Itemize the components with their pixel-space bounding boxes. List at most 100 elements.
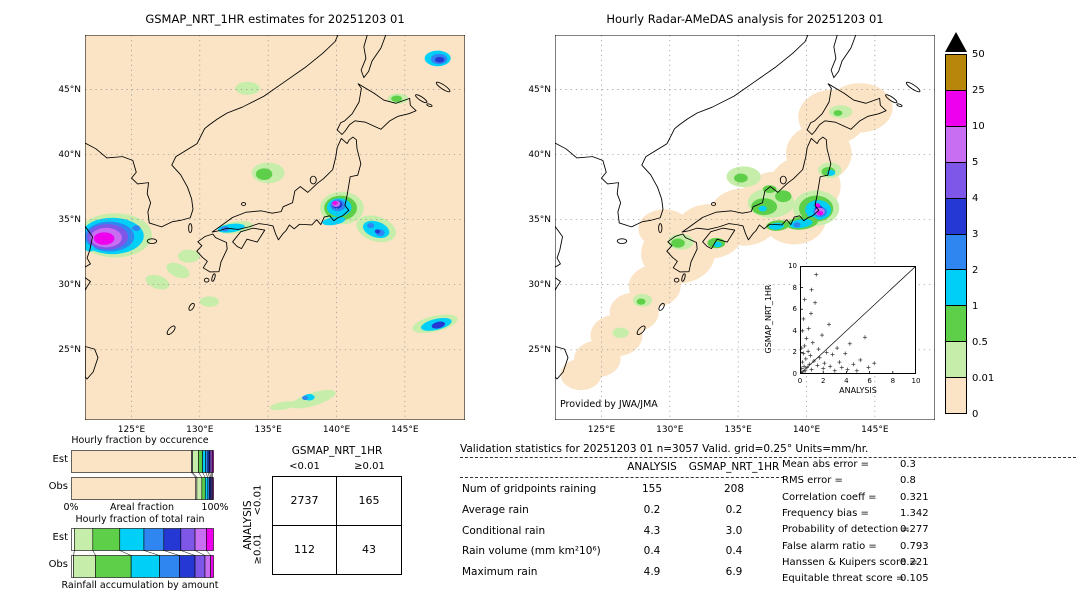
stats-metric-value: 0.793 <box>900 540 929 552</box>
stats-metric-value: 0.8 <box>900 475 916 487</box>
stats-metric-label: Frequency bias = <box>782 507 869 519</box>
rain-blob <box>817 210 824 216</box>
est-label: Est <box>52 454 68 465</box>
right-map-title: Hourly Radar-AMeDAS analysis for 2025120… <box>606 12 884 26</box>
colorbar-tick-label: 10 <box>972 121 985 132</box>
colorbar-tick-label: 5 <box>972 157 979 168</box>
rain-blob <box>199 296 219 307</box>
lon-tick-label: 145°E <box>861 425 889 435</box>
stats-metric-label: Correlation coeff = <box>782 491 877 503</box>
stats-gsmap-value: 0.4 <box>725 545 743 558</box>
lon-tick-label: 135°E <box>724 425 752 435</box>
bar-segment-b <box>159 555 180 578</box>
stats-analysis-value: 4.3 <box>643 524 661 537</box>
rain-blob <box>434 56 445 63</box>
bar-segment-m <box>206 528 214 551</box>
colorbar-block-brown <box>946 55 966 90</box>
bar-segment-n <box>163 528 182 551</box>
bar-connector <box>207 472 210 478</box>
obs-label: Obs <box>48 481 68 492</box>
colorbar-block-n <box>946 197 966 234</box>
rain-blob <box>177 249 200 263</box>
stats-metric-value: 0.321 <box>900 491 929 503</box>
inset-x-axis-label: ANALYSIS <box>839 386 877 395</box>
bar-segment-m <box>212 477 214 500</box>
stats-metric-label: Equitable threat score = <box>782 573 905 585</box>
radar-coverage-blob <box>560 358 602 391</box>
bar-connector <box>194 550 206 556</box>
lat-tick-label: 45°N <box>528 84 551 95</box>
stats-metric-value: 0.221 <box>900 556 929 568</box>
bar-connector <box>192 472 198 478</box>
lon-tick-label: 130°E <box>186 425 214 435</box>
colorbar-tick-label: 0.5 <box>972 337 988 348</box>
lat-tick-label: 25°N <box>58 344 81 355</box>
rain-blob <box>734 173 748 183</box>
stats-divider-top <box>460 457 1076 458</box>
contingency-cell-01: 165 <box>337 477 401 526</box>
stats-metric-label: False alarm ratio = <box>782 540 877 552</box>
gsmap-estimate-map <box>85 35 465 420</box>
pct-hundred-label: 100% <box>201 502 229 513</box>
total-rain-stacked-bars <box>71 528 214 578</box>
stats-metric-label: Probability of detection = <box>782 524 910 536</box>
lon-tick-label: 140°E <box>322 425 351 435</box>
lon-tick-label: 135°E <box>254 425 282 435</box>
bar-connector <box>119 550 132 556</box>
stats-metric-row: Probability of detection = 0.277 <box>782 524 992 536</box>
colorbar-block-p <box>946 377 966 414</box>
occurrence-stacked-bars <box>71 450 214 500</box>
stats-metric-value: 0.3 <box>900 459 916 470</box>
colorbar-block-o <box>946 125 966 162</box>
rain-blob <box>269 401 297 411</box>
colorbar-tick-label: 4 <box>972 193 979 204</box>
inset-x-tick-label: 4 <box>844 377 849 385</box>
bar-segment-pg <box>192 450 199 473</box>
bar-connector <box>73 550 75 556</box>
lat-tick-label: 45°N <box>58 84 81 95</box>
bar-segment-o <box>204 555 211 578</box>
colorbar-tick-label: 3 <box>972 229 979 240</box>
graticule <box>85 35 465 420</box>
bar-segment-g <box>95 555 132 578</box>
stats-metric-label: RMS error = <box>782 475 843 487</box>
stats-row-label: Rain volume (mm km²10⁶) <box>462 545 601 558</box>
stats-gsmap-value: 6.9 <box>725 566 743 579</box>
colorbar-tick-label: 0.01 <box>972 373 995 384</box>
lat-tick-label: 35°N <box>528 214 551 225</box>
bar-segment-b <box>205 450 209 473</box>
inset-x-tick-label: 10 <box>911 377 921 385</box>
bar-segment-o <box>194 528 207 551</box>
contingency-cell-11: 43 <box>362 543 376 557</box>
rain-blob <box>332 201 338 206</box>
stats-metric-row: False alarm ratio = 0.793 <box>782 541 992 553</box>
colorbar-block-pu <box>946 161 966 198</box>
colorbar-block-m <box>946 89 966 126</box>
bar-segment-pu <box>180 528 196 551</box>
stats-header: Validation statistics for 20251203 01 n=… <box>460 443 869 455</box>
bar-segment-c <box>204 477 209 500</box>
bar-segment-pu <box>194 555 206 578</box>
rain-blob <box>775 190 792 203</box>
lon-tick-label: 125°E <box>117 425 146 435</box>
total-rain-chart-title: Hourly fraction of total rain <box>75 514 205 525</box>
rain-blob <box>145 274 170 290</box>
rain-blob <box>367 222 375 229</box>
rain-blob <box>713 241 722 248</box>
lat-tick-label: 30°N <box>528 279 551 290</box>
rain-blob <box>235 81 260 95</box>
areal-fraction-label: Areal fraction <box>109 502 174 513</box>
rain-blob <box>833 110 843 116</box>
colorbar-overflow-triangle <box>945 32 967 52</box>
stats-metric-value: 0.105 <box>900 573 929 585</box>
inset-y-axis-label: GSMAP_NRT_1HR <box>764 284 773 354</box>
contingency-col-label-lt: <0.01 <box>289 461 320 472</box>
lon-tick-label: 125°E <box>587 425 616 435</box>
contingency-table: 2737 165 112 43 <box>272 476 402 575</box>
stats-metric-row: Frequency bias = 1.342 <box>782 508 992 520</box>
contingency-col-group: GSMAP_NRT_1HR <box>291 445 383 457</box>
stats-gsmap-value: 3.0 <box>725 524 743 537</box>
colorbar-tick-label: 2 <box>972 265 979 276</box>
stats-analysis-value: 0.2 <box>643 503 661 516</box>
lon-tick-label: 130°E <box>656 425 684 435</box>
